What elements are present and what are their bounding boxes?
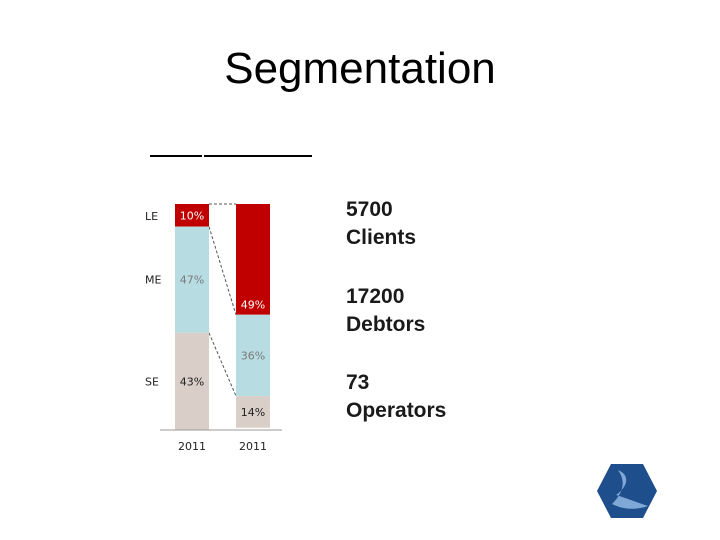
data-label-2-se: 14% — [241, 406, 265, 419]
page-title: Segmentation — [224, 44, 496, 93]
data-label-2-le: 49% — [241, 299, 265, 312]
stat-debtors-value: 17200 — [346, 285, 405, 308]
stat-debtors-label: Debtors — [346, 313, 426, 336]
stat-clients: 5700 Clients — [346, 196, 416, 252]
x-tick-label-2: 2011 — [239, 440, 267, 453]
bar-1-le — [175, 204, 209, 227]
connector-line-2 — [208, 332, 237, 397]
segment-label-me: ME — [145, 274, 161, 287]
company-hexagon-logo-icon — [597, 464, 657, 518]
title-underline-left — [150, 155, 202, 157]
data-label-1-me: 47% — [180, 274, 204, 287]
bar-1-se — [175, 332, 209, 430]
data-label-2-me: 36% — [241, 349, 265, 362]
bar-2-me — [236, 314, 270, 397]
stat-operators-label: Operators — [346, 399, 447, 422]
segment-label-le: LE — [145, 210, 158, 223]
title-underline-right — [204, 155, 312, 157]
bar-1-me — [175, 226, 209, 333]
bar-2-se — [236, 396, 270, 428]
x-tick-label-1: 2011 — [178, 440, 206, 453]
stat-operators-value: 73 — [346, 371, 370, 394]
stat-clients-label: Clients — [346, 226, 417, 249]
stat-debtors: 17200 Debtors — [346, 283, 425, 339]
segment-label-se: SE — [145, 375, 159, 388]
connector-line-1 — [208, 226, 237, 315]
data-label-1-le: 10% — [180, 209, 204, 222]
stat-operators: 73 Operators — [346, 369, 446, 425]
bar-2-le — [236, 204, 270, 315]
stat-clients-value: 5700 — [346, 198, 393, 221]
data-label-1-se: 43% — [180, 375, 204, 388]
